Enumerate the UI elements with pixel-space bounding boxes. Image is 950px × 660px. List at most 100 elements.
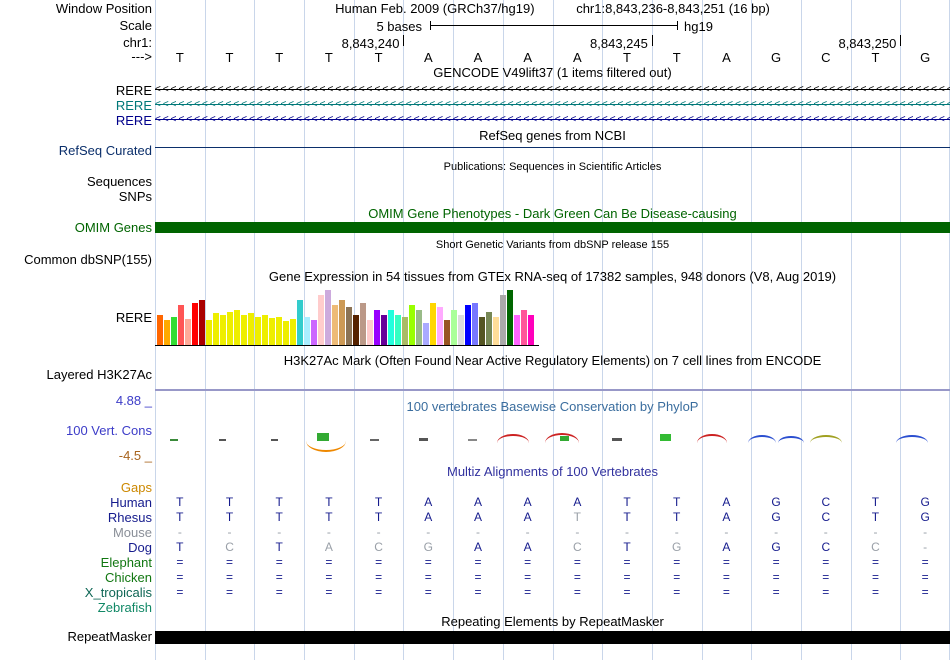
align-cell: = xyxy=(921,585,929,599)
species-label-rhesus[interactable]: Rhesus xyxy=(107,510,152,525)
phylop-max-label: 4.88 _ xyxy=(115,393,152,408)
refseq-curated-track-line[interactable] xyxy=(155,147,950,148)
omim-genes-label[interactable]: OMIM Genes xyxy=(74,220,152,235)
align-cell: - xyxy=(525,525,530,539)
base-letter: G xyxy=(920,50,931,65)
gtex-bar[interactable] xyxy=(500,295,506,345)
align-cell: = xyxy=(871,555,879,569)
gtex-bar[interactable] xyxy=(248,313,254,345)
gtex-bar[interactable] xyxy=(234,310,240,345)
gtex-bar[interactable] xyxy=(283,321,289,345)
dbsnp-label[interactable]: Common dbSNP(155) xyxy=(24,252,152,267)
gtex-bar[interactable] xyxy=(220,315,226,345)
gtex-bar[interactable] xyxy=(297,300,303,345)
gtex-bar[interactable] xyxy=(395,315,401,345)
gtex-bar[interactable] xyxy=(479,317,485,345)
species-label-human[interactable]: Human xyxy=(110,495,152,510)
gtex-bar[interactable] xyxy=(465,305,471,345)
repeatmasker-label[interactable]: RepeatMasker xyxy=(67,629,152,644)
gtex-bar[interactable] xyxy=(507,290,513,345)
gtex-bar[interactable] xyxy=(388,310,394,345)
align-cell: = xyxy=(424,570,432,584)
vert-cons-label[interactable]: 100 Vert. Cons xyxy=(66,423,152,438)
base-letter: T xyxy=(871,50,880,65)
gencode-gene-line xyxy=(155,104,950,105)
gencode-gene-track[interactable]: <<<<<<<<<<<<<<<<<<<<<<<<<<<<<<<<<<<<<<<<… xyxy=(155,114,950,125)
gtex-bar[interactable] xyxy=(346,307,352,345)
gtex-bar[interactable] xyxy=(192,303,198,345)
refseq-title: RefSeq genes from NCBI xyxy=(479,128,626,143)
gtex-bar[interactable] xyxy=(255,317,261,345)
gtex-gene-label[interactable]: RERE xyxy=(115,310,152,325)
gencode-gene-label[interactable]: RERE xyxy=(115,113,152,128)
gtex-bar[interactable] xyxy=(353,315,359,345)
align-cell: = xyxy=(325,555,333,569)
gtex-bar[interactable] xyxy=(276,317,282,345)
gtex-bar[interactable] xyxy=(199,300,205,345)
gtex-bar[interactable] xyxy=(374,310,380,345)
phylop-mark xyxy=(560,436,569,441)
phylop-mark xyxy=(778,436,804,443)
gencode-gene-label[interactable]: RERE xyxy=(115,83,152,98)
gtex-bar[interactable] xyxy=(206,320,212,345)
snps-label[interactable]: SNPs xyxy=(118,189,152,204)
species-label-gaps[interactable]: Gaps xyxy=(120,480,152,495)
gtex-bar[interactable] xyxy=(304,317,310,345)
gtex-bar[interactable] xyxy=(437,307,443,345)
h3k27ac-track-line[interactable] xyxy=(155,389,950,391)
gtex-bar[interactable] xyxy=(409,305,415,345)
gtex-bar[interactable] xyxy=(451,310,457,345)
gtex-bar[interactable] xyxy=(241,315,247,345)
gtex-bar[interactable] xyxy=(360,303,366,345)
gtex-bar[interactable] xyxy=(185,319,191,345)
gencode-gene-label[interactable]: RERE xyxy=(115,98,152,113)
gtex-bar[interactable] xyxy=(171,317,177,345)
gtex-bar[interactable] xyxy=(521,310,527,345)
gtex-bar[interactable] xyxy=(178,305,184,345)
gtex-bar[interactable] xyxy=(269,318,275,345)
species-label-dog[interactable]: Dog xyxy=(128,540,152,555)
gtex-bar[interactable] xyxy=(157,315,163,345)
gtex-bar[interactable] xyxy=(472,303,478,345)
gtex-bar[interactable] xyxy=(444,320,450,345)
omim-genes-bar[interactable] xyxy=(155,222,950,233)
gtex-bar[interactable] xyxy=(262,315,268,345)
gtex-bar[interactable] xyxy=(381,315,387,345)
sequences-label[interactable]: Sequences xyxy=(86,174,152,189)
gtex-bar[interactable] xyxy=(339,300,345,345)
gencode-gene-track[interactable]: <<<<<<<<<<<<<<<<<<<<<<<<<<<<<<<<<<<<<<<<… xyxy=(155,84,950,95)
gencode-gene-track[interactable]: <<<<<<<<<<<<<<<<<<<<<<<<<<<<<<<<<<<<<<<<… xyxy=(155,99,950,110)
gtex-bar[interactable] xyxy=(486,312,492,345)
species-label-mouse[interactable]: Mouse xyxy=(112,525,152,540)
gtex-bar[interactable] xyxy=(213,313,219,345)
gtex-bar[interactable] xyxy=(332,305,338,345)
gtex-bar[interactable] xyxy=(528,315,534,345)
gtex-bar[interactable] xyxy=(311,320,317,345)
gtex-bar[interactable] xyxy=(402,317,408,345)
species-label-x_tropicalis[interactable]: X_tropicalis xyxy=(84,585,152,600)
gtex-bar[interactable] xyxy=(430,303,436,345)
h3k27ac-label[interactable]: Layered H3K27Ac xyxy=(46,367,152,382)
gtex-bar[interactable] xyxy=(367,320,373,345)
gtex-bar[interactable] xyxy=(416,310,422,345)
gtex-bar[interactable] xyxy=(318,295,324,345)
gtex-bar[interactable] xyxy=(164,320,170,345)
gtex-bar[interactable] xyxy=(227,312,233,345)
species-label-chicken[interactable]: Chicken xyxy=(105,570,152,585)
align-cell: G xyxy=(920,510,930,524)
gtex-bar[interactable] xyxy=(290,319,296,345)
align-cell: G xyxy=(672,540,682,554)
gtex-bar[interactable] xyxy=(325,290,331,345)
repeatmasker-bar[interactable] xyxy=(155,631,950,644)
gtex-bar[interactable] xyxy=(493,317,499,345)
gtex-bar[interactable] xyxy=(514,315,520,345)
gtex-bar[interactable] xyxy=(423,323,429,345)
gtex-bar[interactable] xyxy=(458,315,464,345)
base-letter: T xyxy=(672,50,681,65)
refseq-curated-label[interactable]: RefSeq Curated xyxy=(58,143,152,158)
align-cell: T xyxy=(871,510,880,524)
species-label-zebrafish[interactable]: Zebrafish xyxy=(97,600,152,615)
direction-label: ---> xyxy=(131,49,152,64)
position-text: chr1:8,843,236-8,843,251 (16 bp) xyxy=(576,1,770,16)
species-label-elephant[interactable]: Elephant xyxy=(100,555,152,570)
